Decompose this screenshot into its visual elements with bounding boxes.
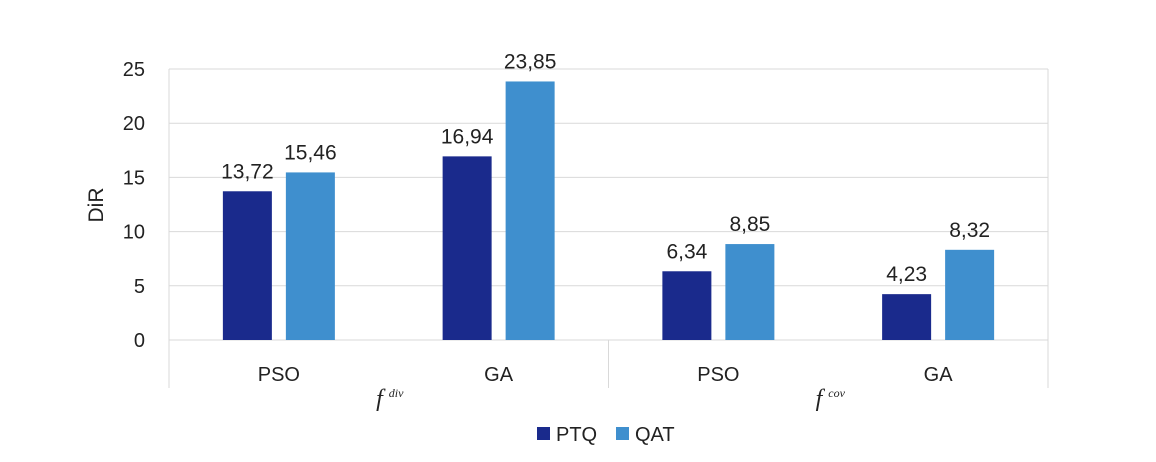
legend-swatch-ptq — [537, 427, 550, 440]
y-tick-label: 0 — [134, 330, 145, 352]
y-axis-ticks: 0 5 10 15 20 25 — [123, 59, 145, 352]
data-label: 8,32 — [949, 219, 990, 242]
data-label: 6,34 — [666, 240, 707, 263]
bar-qat — [725, 244, 775, 340]
bars — [222, 81, 995, 340]
bar-ptq — [222, 191, 272, 340]
y-tick-label: 15 — [123, 167, 145, 189]
data-label: 8,85 — [729, 213, 770, 236]
bar-ptq — [442, 156, 492, 340]
y-axis-label: DiR — [85, 188, 108, 223]
group-label-superscript: div — [389, 386, 404, 400]
legend-label: PTQ — [556, 424, 597, 446]
category-label: PSO — [258, 364, 300, 386]
plot-frame — [168, 69, 1049, 388]
bar-ptq — [662, 271, 712, 340]
legend: PTQ QAT — [537, 424, 675, 446]
group-label-base: f — [816, 386, 826, 412]
legend-label: QAT — [635, 424, 675, 446]
y-tick-label: 10 — [123, 222, 145, 244]
bar-qat — [945, 249, 995, 340]
y-tick-label: 20 — [123, 113, 145, 135]
group-labels: f div f cov — [376, 386, 845, 412]
y-tick-label: 5 — [134, 276, 145, 298]
category-labels: PSO GA PSO GA — [258, 364, 953, 386]
data-label: 23,85 — [504, 50, 557, 73]
group-label-base: f — [376, 386, 386, 412]
group-label-superscript: cov — [828, 386, 845, 400]
bar-qat — [285, 172, 335, 340]
y-tick-label: 25 — [123, 59, 145, 81]
category-label: GA — [924, 364, 954, 386]
bar-ptq — [882, 294, 932, 340]
data-label: 13,72 — [221, 160, 274, 183]
category-label: GA — [484, 364, 514, 386]
data-label: 15,46 — [284, 141, 337, 164]
data-label: 4,23 — [886, 263, 927, 286]
legend-swatch-qat — [616, 427, 629, 440]
data-label: 16,94 — [441, 125, 494, 148]
bar-qat — [505, 81, 555, 340]
category-label: PSO — [697, 364, 739, 386]
data-labels: 13,72 15,46 16,94 23,85 6,34 8,85 4,23 8,32 — [221, 50, 990, 286]
